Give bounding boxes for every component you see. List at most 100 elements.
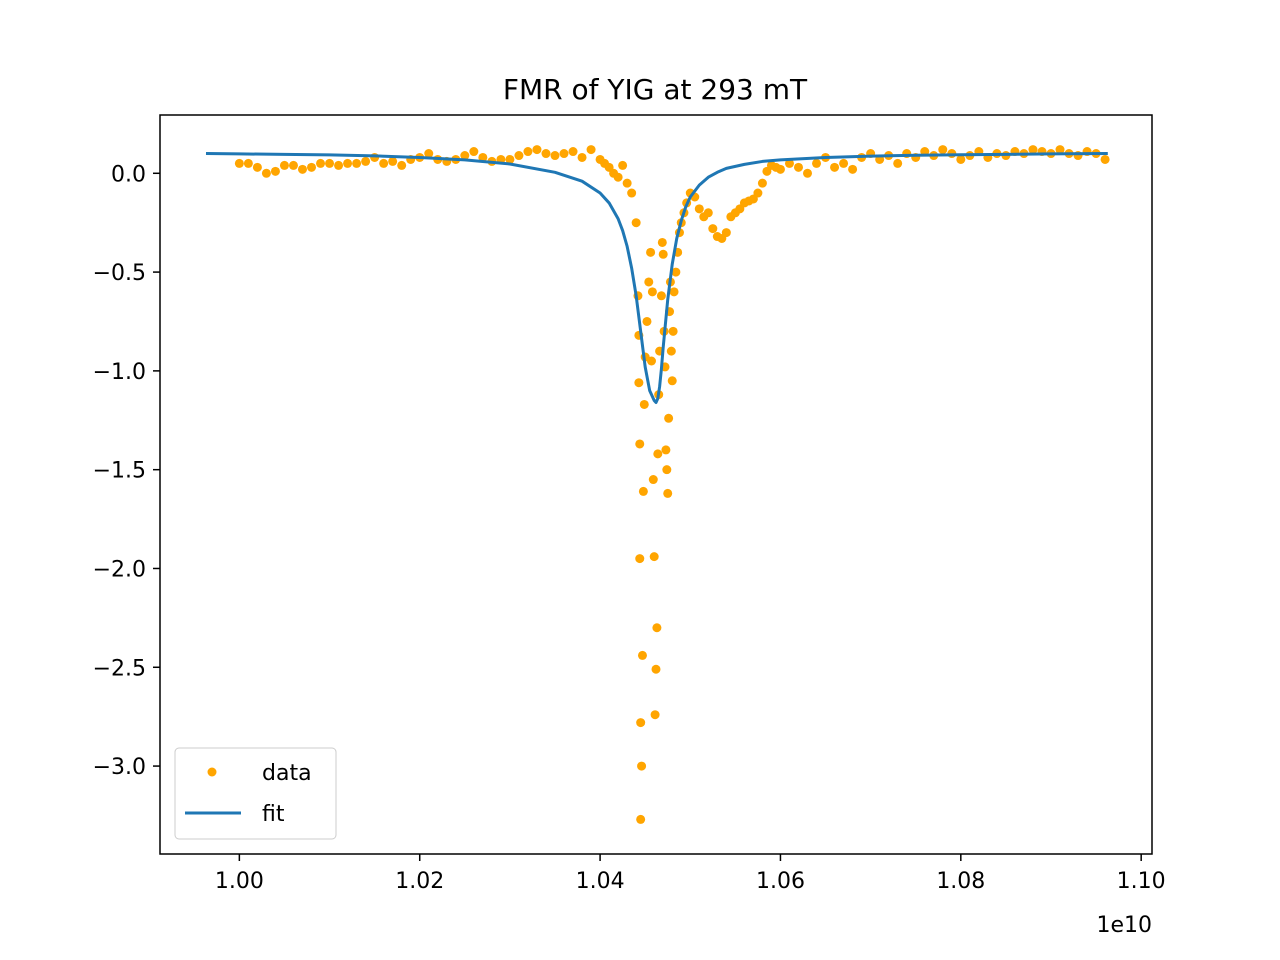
- data-point: [668, 326, 678, 336]
- data-point: [586, 145, 596, 155]
- data-point: [559, 149, 569, 159]
- data-point: [839, 158, 849, 168]
- chart-title: FMR of YIG at 293 mT: [503, 73, 808, 106]
- plot-frame: [159, 114, 1153, 855]
- data-point: [424, 149, 434, 159]
- data-point: [636, 814, 646, 824]
- data-point: [523, 147, 533, 157]
- data-point: [541, 149, 551, 159]
- data-point: [307, 162, 317, 172]
- data-point: [637, 761, 647, 771]
- x-tick-label: 1.10: [1117, 869, 1166, 894]
- x-offset-label: 1e10: [1096, 913, 1152, 938]
- data-point: [234, 158, 244, 168]
- fit-line: [205, 152, 1108, 404]
- data-point: [721, 228, 731, 238]
- data-point: [646, 356, 656, 366]
- data-point: [352, 158, 362, 168]
- plot-data: [205, 145, 1110, 824]
- data-point: [663, 488, 673, 498]
- data-point: [297, 164, 307, 174]
- data-point: [568, 147, 578, 157]
- legend-label-data: data: [262, 761, 312, 786]
- data-point: [325, 158, 335, 168]
- y-tick-label: −3.0: [93, 755, 146, 780]
- data-point: [634, 378, 644, 388]
- data-point: [784, 158, 794, 168]
- data-point: [261, 168, 271, 178]
- data-point: [956, 154, 966, 164]
- data-point: [667, 376, 677, 386]
- y-tick-label: −2.5: [93, 656, 146, 681]
- data-point: [334, 160, 344, 170]
- data-point: [650, 710, 660, 720]
- data-point: [694, 204, 704, 214]
- data-point: [642, 316, 652, 326]
- data-point: [637, 650, 647, 660]
- data-point: [658, 249, 668, 259]
- data-point: [708, 224, 718, 234]
- data-point: [848, 164, 858, 174]
- data-point: [656, 291, 666, 301]
- data-point: [627, 188, 637, 198]
- data-point: [703, 208, 713, 218]
- x-tick-label: 1.08: [936, 869, 985, 894]
- data-point: [379, 158, 389, 168]
- data-point: [514, 151, 524, 161]
- data-point: [635, 439, 645, 449]
- data-point: [652, 623, 662, 633]
- data-point: [622, 178, 632, 188]
- data-point: [812, 158, 822, 168]
- data-point: [270, 166, 280, 176]
- data-point: [775, 164, 785, 174]
- data-point: [252, 162, 262, 172]
- data-point: [671, 267, 681, 277]
- data-point: [361, 156, 371, 166]
- data-point: [631, 218, 641, 228]
- data-point: [316, 158, 326, 168]
- data-point: [397, 160, 407, 170]
- x-axis: 1.00 1.02 1.04 1.06 1.08 1.10: [215, 854, 1166, 894]
- data-point: [661, 445, 671, 455]
- data-point: [669, 287, 679, 297]
- data-point: [505, 154, 515, 164]
- data-point: [469, 147, 479, 157]
- data-point: [657, 237, 667, 247]
- data-point: [651, 664, 661, 674]
- data-point: [636, 718, 646, 728]
- data-point: [638, 486, 648, 496]
- data-point: [649, 552, 659, 562]
- data-point: [648, 475, 658, 485]
- data-point: [757, 178, 767, 188]
- data-point: [288, 160, 298, 170]
- y-tick-label: −2.0: [93, 557, 146, 582]
- data-point: [653, 449, 663, 459]
- legend-data-marker: [207, 767, 217, 777]
- y-axis: 0.0 −0.5 −1.0 −1.5 −2.0 −2.5 −3.0: [93, 162, 160, 780]
- data-point: [343, 158, 353, 168]
- data-point: [938, 145, 948, 155]
- data-point: [664, 413, 674, 423]
- data-point: [243, 158, 253, 168]
- y-tick-label: −1.0: [93, 360, 146, 385]
- y-tick-label: 0.0: [111, 162, 146, 187]
- data-point: [478, 152, 488, 162]
- data-point: [388, 156, 398, 166]
- x-tick-label: 1.06: [756, 869, 805, 894]
- data-point: [793, 162, 803, 172]
- data-point: [662, 465, 672, 475]
- data-point: [647, 287, 657, 297]
- legend-label-fit: fit: [262, 802, 285, 827]
- data-point: [893, 158, 903, 168]
- data-point: [1055, 145, 1065, 155]
- data-point: [1028, 145, 1038, 155]
- data-point: [753, 188, 763, 198]
- legend: data fit: [174, 747, 337, 840]
- data-point: [550, 151, 560, 161]
- y-tick-label: −0.5: [93, 261, 146, 286]
- data-point: [639, 399, 649, 409]
- x-tick-label: 1.02: [395, 869, 444, 894]
- data-point: [1100, 154, 1110, 164]
- data-point: [613, 172, 623, 182]
